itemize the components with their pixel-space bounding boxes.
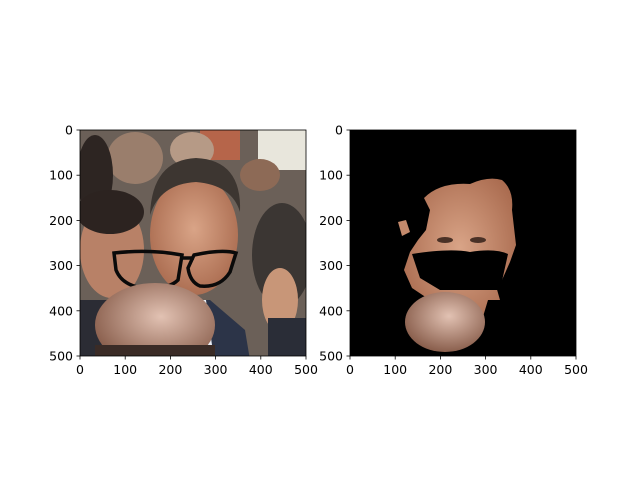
x-tick-label: 400 bbox=[519, 362, 543, 377]
left-image bbox=[76, 130, 312, 367]
y-tick-label: 0 bbox=[65, 123, 73, 138]
y-tick-label: 400 bbox=[319, 303, 343, 318]
x-tick-label: 500 bbox=[294, 362, 318, 377]
x-tick-label: 100 bbox=[113, 362, 137, 377]
x-tick-label: 100 bbox=[383, 362, 407, 377]
y-tick-label: 100 bbox=[49, 168, 73, 183]
x-tick-label: 0 bbox=[346, 362, 354, 377]
right-image bbox=[350, 130, 576, 356]
y-tick-label: 500 bbox=[319, 349, 343, 364]
y-tick-label: 200 bbox=[319, 213, 343, 228]
y-tick-label: 0 bbox=[335, 123, 343, 138]
y-tick-label: 100 bbox=[319, 168, 343, 183]
x-tick-label: 200 bbox=[158, 362, 182, 377]
y-tick-label: 200 bbox=[49, 213, 73, 228]
x-tick-label: 400 bbox=[249, 362, 273, 377]
x-tick-label: 300 bbox=[204, 362, 228, 377]
x-tick-label: 0 bbox=[76, 362, 84, 377]
x-tick-label: 200 bbox=[428, 362, 452, 377]
y-tick-label: 500 bbox=[49, 349, 73, 364]
y-tick-label: 300 bbox=[49, 258, 73, 273]
y-tick-label: 400 bbox=[49, 303, 73, 318]
y-tick-label: 300 bbox=[319, 258, 343, 273]
x-tick-label: 300 bbox=[474, 362, 498, 377]
x-tick-label: 500 bbox=[564, 362, 588, 377]
